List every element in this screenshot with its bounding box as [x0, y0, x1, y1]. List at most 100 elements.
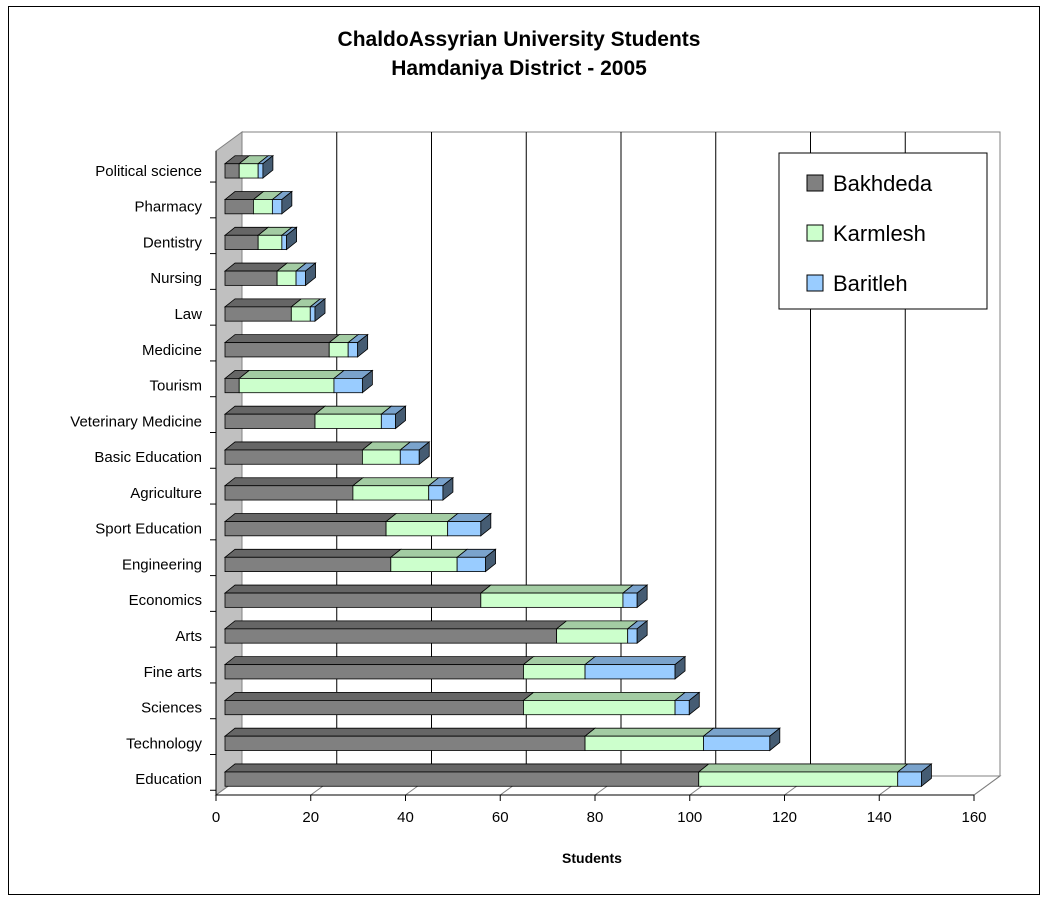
- x-tick-label: 100: [677, 809, 702, 826]
- bar-top-face: [223, 513, 398, 522]
- category-label-law: Law: [174, 306, 202, 323]
- bar-front-face: [224, 342, 330, 358]
- bar-karmlesh-basic-education: [361, 441, 412, 465]
- bar-front-face: [224, 413, 316, 429]
- bar-bakhdeda-nursing: [223, 262, 289, 286]
- bar-bakhdeda-law: [223, 298, 303, 322]
- category-label-agriculture: Agriculture: [130, 485, 202, 502]
- bar-top-face: [384, 513, 459, 522]
- bar-front-face: [314, 413, 382, 429]
- bar-front-face: [271, 199, 283, 215]
- bar-front-face: [361, 449, 401, 465]
- category-label-tourism: Tourism: [149, 378, 202, 395]
- bar-bakhdeda-basic-education: [223, 441, 374, 465]
- category-label-sciences: Sciences: [141, 700, 202, 717]
- bar-end-face-education: [921, 763, 932, 788]
- bar-top-face: [223, 441, 374, 451]
- bar-front-face: [224, 306, 292, 322]
- x-tick-label: 20: [302, 809, 319, 826]
- bar-front-face: [224, 199, 254, 215]
- axes: [210, 151, 975, 801]
- bar-karmlesh-dentistry: [257, 226, 293, 251]
- bar-front-face: [253, 199, 273, 215]
- bar-front-face: [224, 628, 558, 644]
- bar-top-face: [223, 727, 597, 737]
- x-tick-labels: 0 20 40 60 80 100 120 140 160: [212, 809, 987, 826]
- bar-top-face: [522, 656, 597, 666]
- bar-top-face: [351, 477, 440, 487]
- floor-line-160: [973, 775, 1001, 796]
- category-label-medicine: Medicine: [142, 342, 202, 359]
- bar-front-face: [333, 377, 363, 394]
- bar-end-face-basic-education: [418, 441, 430, 466]
- bar-top-face: [583, 727, 715, 737]
- bar-end-face-tourism: [361, 369, 373, 394]
- bar-end-face-nursing: [305, 262, 316, 287]
- bar-front-face: [257, 163, 264, 179]
- bar-front-face: [328, 342, 349, 358]
- bar-front-face: [238, 163, 259, 179]
- x-tick-label: 40: [397, 809, 414, 826]
- bar-front-face: [309, 306, 316, 322]
- legend-swatch-karmlesh: [806, 224, 824, 242]
- category-label-engineering: Engineering: [122, 556, 202, 573]
- bar-front-face: [523, 700, 676, 716]
- category-labels: Education Technology Sciences Fine arts Arts…: [70, 163, 202, 788]
- category-label-economics: Economics: [129, 592, 202, 609]
- bar-top-face: [223, 692, 535, 701]
- bar-baritleh-sport-education: [446, 513, 492, 537]
- bar-front-face: [224, 485, 354, 501]
- bar-baritleh-education: [896, 763, 933, 787]
- x-tick-label: 120: [772, 809, 797, 826]
- bar-front-face: [276, 270, 297, 286]
- x-tick-label: 160: [961, 809, 986, 826]
- x-tick-label: 0: [212, 809, 220, 826]
- category-label-fine-arts: Fine arts: [144, 664, 202, 681]
- bar-top-face: [555, 620, 639, 630]
- bar-front-face: [674, 700, 690, 716]
- bar-bakhdeda-agriculture: [223, 477, 365, 501]
- bar-top-face: [697, 763, 909, 773]
- legend-label-baritleh: Baritleh: [833, 271, 908, 296]
- bar-karmlesh-education: [697, 763, 909, 787]
- bar-front-face: [224, 735, 586, 751]
- legend-swatch-bakhdeda: [806, 174, 824, 192]
- bar-front-face: [224, 163, 240, 179]
- bar-top-face: [223, 763, 710, 773]
- bar-baritleh-technology: [702, 727, 781, 751]
- bar-bakhdeda-medicine: [223, 334, 341, 358]
- bar-front-face: [380, 413, 396, 429]
- chart-frame: 0 20 40 60 80 100 120 140 160 Education Technolog…: [8, 6, 1040, 895]
- bar-bakhdeda-education: [223, 763, 710, 787]
- bar-bakhdeda-veterinary-medicine: [223, 405, 327, 429]
- bar-bakhdeda-pharmacy: [223, 191, 265, 215]
- bar-front-face: [257, 234, 283, 251]
- category-label-nursing: Nursing: [150, 270, 202, 287]
- bar-front-face: [428, 485, 444, 501]
- bar-baritleh-tourism: [332, 369, 374, 394]
- bar-top-face: [583, 656, 687, 666]
- bars: [223, 154, 933, 788]
- bar-front-face: [703, 735, 771, 751]
- category-label-technology: Technology: [126, 735, 202, 752]
- bar-baritleh-sciences: [673, 692, 701, 716]
- legend-label-bakhdeda: Bakhdeda: [833, 171, 933, 196]
- bar-bakhdeda-dentistry: [223, 226, 270, 251]
- bar-top-face: [702, 727, 781, 737]
- bar-karmlesh-agriculture: [351, 477, 440, 501]
- bar-karmlesh-tourism: [238, 369, 346, 394]
- bar-top-face: [479, 584, 635, 594]
- bar-front-face: [390, 556, 458, 572]
- bar-top-face: [389, 548, 469, 558]
- category-label-sport-education: Sport Education: [95, 521, 202, 538]
- bar-end-face-veterinary-medicine: [395, 405, 406, 430]
- category-label-arts: Arts: [175, 628, 202, 645]
- bar-baritleh-agriculture: [427, 477, 455, 501]
- category-label-dentistry: Dentistry: [143, 234, 203, 251]
- bar-front-face: [224, 234, 259, 251]
- bar-front-face: [385, 521, 449, 537]
- bar-front-face: [224, 556, 392, 572]
- bar-karmlesh-medicine: [328, 334, 360, 358]
- bar-karmlesh-economics: [479, 584, 635, 608]
- bar-baritleh-engineering: [455, 548, 497, 572]
